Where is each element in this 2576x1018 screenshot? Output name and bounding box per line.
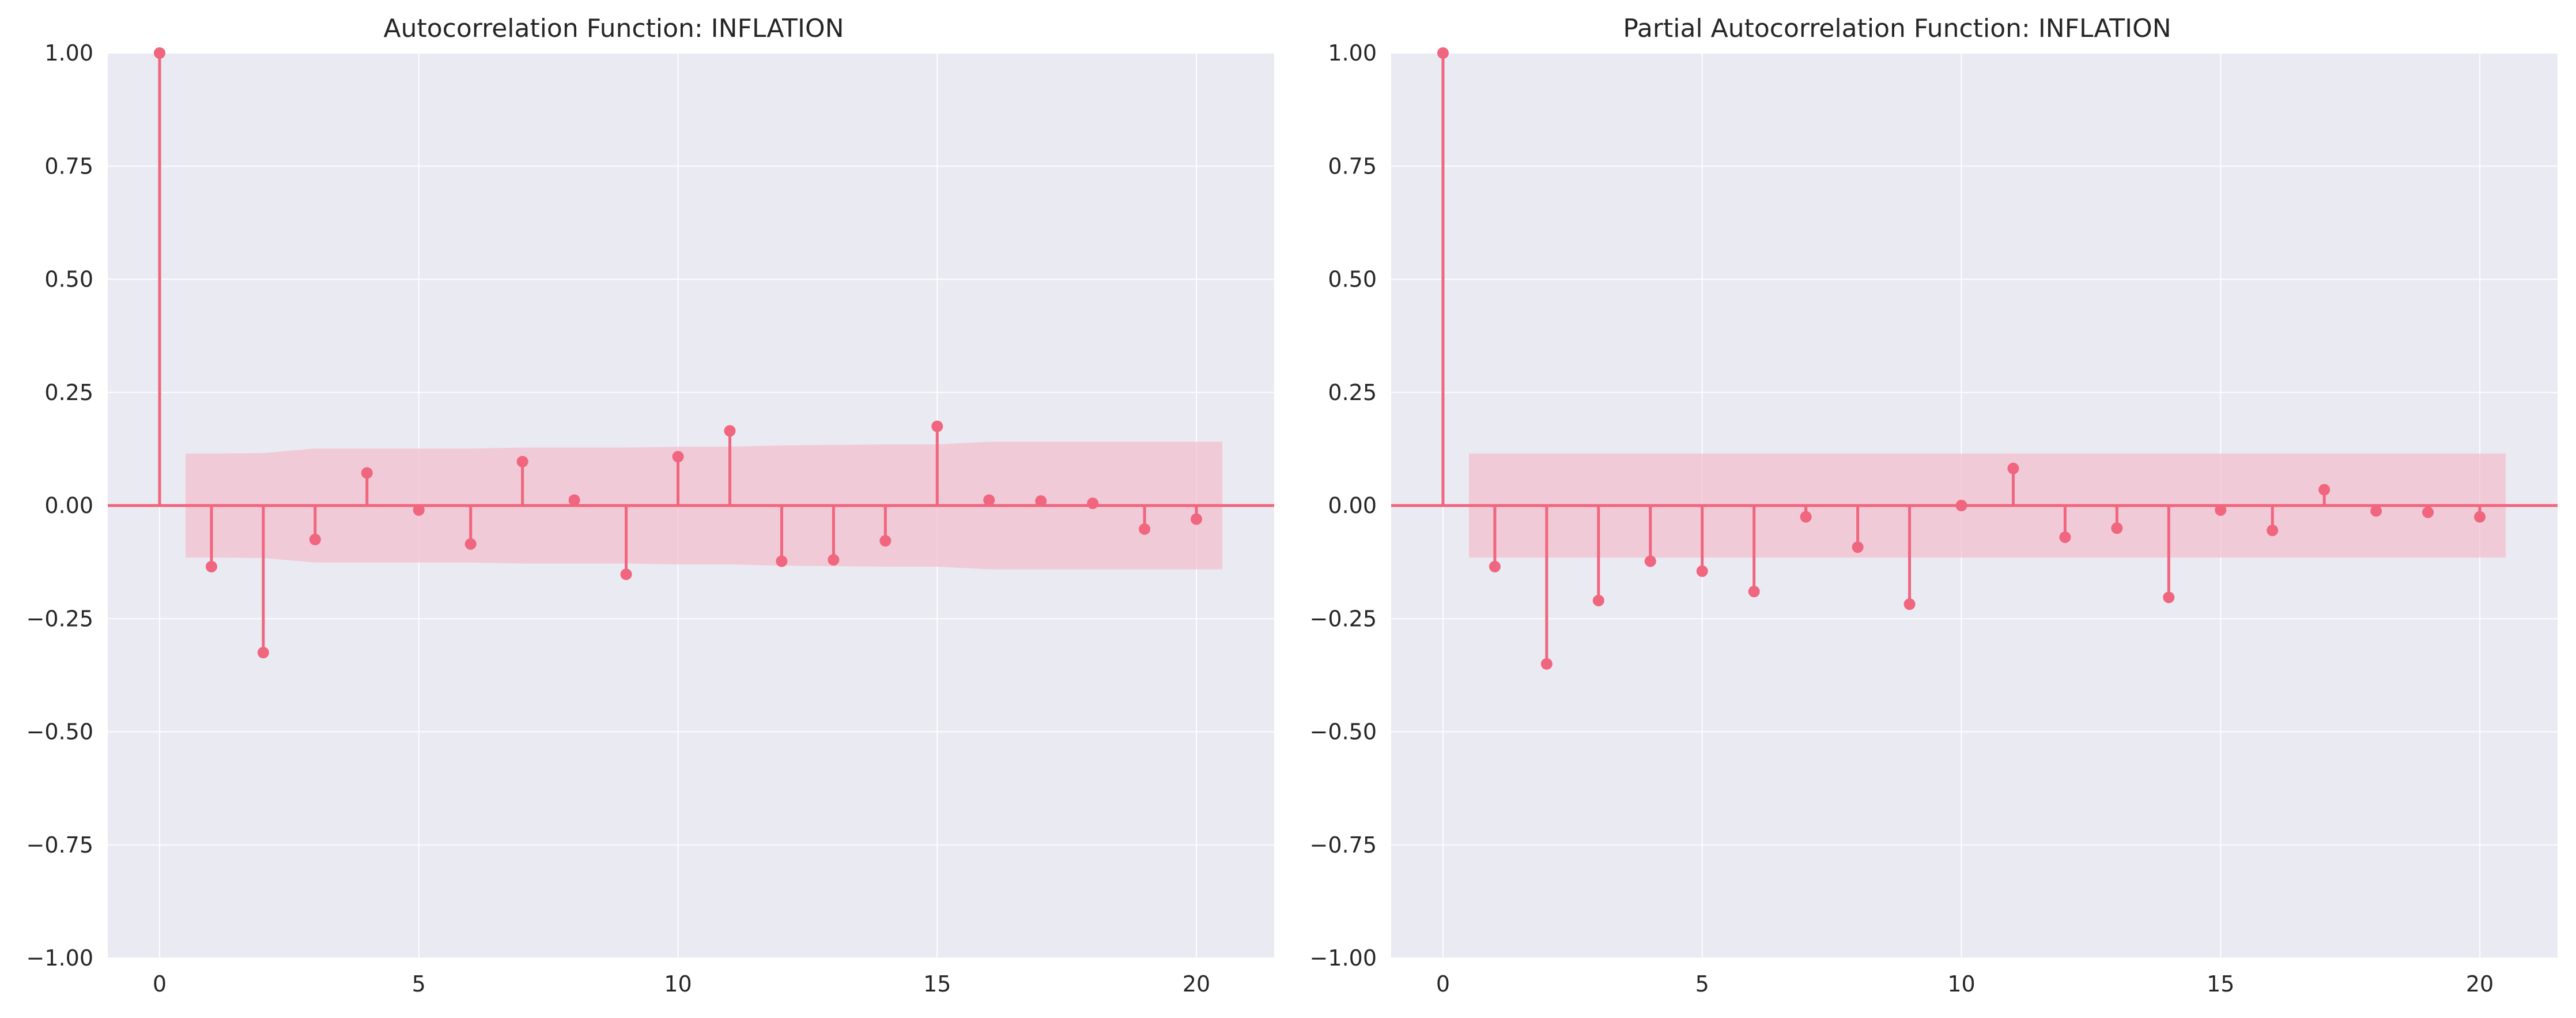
acf-point-lag-5 [413, 504, 425, 516]
pacf-point-lag-9 [1903, 598, 1916, 610]
pacf-point-lag-2 [1540, 658, 1553, 670]
acf-point-lag-2 [257, 647, 269, 659]
pacf-point-lag-10 [1955, 500, 1967, 511]
pacf-ytick-label: −0.50 [1310, 719, 1377, 745]
pacf-ytick-label: −1.00 [1310, 945, 1377, 971]
pacf-xtick-label: 5 [1695, 971, 1709, 997]
acf-point-lag-12 [776, 555, 788, 567]
pacf-xtick-label: 10 [1947, 971, 1975, 997]
acf-xtick-label: 5 [412, 971, 426, 997]
pacf-point-lag-0 [1437, 47, 1449, 59]
acf-ytick-label: −0.25 [27, 606, 93, 631]
pacf-point-lag-12 [2059, 531, 2071, 543]
pacf-point-lag-8 [1852, 541, 1864, 553]
pacf-title: Partial Autocorrelation Function: INFLAT… [1623, 14, 2171, 43]
acf-point-lag-7 [516, 455, 528, 467]
pacf-panel: Partial Autocorrelation Function: INFLAT… [1310, 14, 2558, 997]
pacf-point-lag-20 [2474, 511, 2486, 523]
pacf-ytick-label: 0.75 [1328, 153, 1377, 179]
acf-point-lag-8 [568, 494, 580, 506]
acf-point-lag-13 [828, 554, 840, 566]
acf-panel: Autocorrelation Function: INFLATION 1.00… [27, 14, 1274, 997]
acf-xtick-label: 10 [664, 971, 692, 997]
acf-point-lag-18 [1087, 497, 1099, 510]
pacf-point-lag-5 [1696, 565, 1708, 577]
acf-ytick-label: 0.75 [44, 153, 93, 179]
acf-point-lag-17 [1035, 495, 1047, 507]
acf-point-lag-19 [1139, 523, 1151, 535]
pacf-xtick-label: 0 [1436, 971, 1450, 997]
pacf-xtick-label: 15 [2207, 971, 2234, 997]
pacf-ytick-label: 0.50 [1328, 267, 1377, 292]
pacf-ytick-label: −0.25 [1310, 606, 1377, 631]
acf-ytick-label: 0.25 [44, 380, 93, 405]
pacf-point-lag-4 [1644, 555, 1656, 567]
pacf-point-lag-16 [2267, 525, 2279, 537]
acf-point-lag-6 [464, 538, 477, 550]
acf-ytick-label: 0.00 [44, 493, 93, 518]
pacf-point-lag-14 [2163, 591, 2175, 604]
acf-xtick-label: 15 [923, 971, 951, 997]
pacf-point-lag-1 [1489, 560, 1501, 572]
acf-ytick-label: −1.00 [27, 945, 93, 971]
acf-point-lag-4 [361, 467, 373, 479]
pacf-point-lag-18 [2370, 505, 2382, 517]
pacf-point-lag-17 [2318, 484, 2331, 496]
pacf-point-lag-19 [2422, 506, 2434, 518]
pacf-xtick-label: 20 [2466, 971, 2494, 997]
acf-xtick-label: 20 [1183, 971, 1210, 997]
acf-point-lag-11 [724, 425, 736, 437]
pacf-point-lag-15 [2215, 504, 2227, 516]
pacf-point-lag-13 [2111, 522, 2123, 534]
pacf-point-lag-6 [1748, 586, 1760, 598]
acf-ytick-label: 0.50 [44, 267, 93, 292]
acf-xtick-label: 0 [153, 971, 167, 997]
acf-point-lag-1 [205, 560, 217, 572]
acf-ytick-label: 1.00 [44, 40, 93, 66]
acf-point-lag-0 [153, 47, 165, 59]
acf-point-lag-16 [983, 494, 995, 506]
pacf-ytick-label: 1.00 [1328, 40, 1377, 66]
acf-point-lag-20 [1191, 513, 1203, 525]
acf-point-lag-10 [672, 451, 684, 463]
acf-point-lag-14 [879, 535, 892, 547]
pacf-point-lag-7 [1800, 511, 1812, 523]
acf-point-lag-9 [620, 568, 632, 580]
pacf-point-lag-11 [2007, 462, 2019, 474]
pacf-ytick-label: 0.00 [1328, 493, 1377, 518]
acf-point-lag-3 [309, 533, 321, 545]
acf-title: Autocorrelation Function: INFLATION [383, 14, 844, 43]
acf-ytick-label: −0.75 [27, 832, 93, 858]
pacf-ytick-label: −0.75 [1310, 832, 1377, 858]
pacf-point-lag-3 [1592, 594, 1604, 606]
acf-point-lag-15 [931, 420, 943, 432]
pacf-ytick-label: 0.25 [1328, 380, 1377, 405]
acf-ytick-label: −0.50 [27, 719, 93, 745]
